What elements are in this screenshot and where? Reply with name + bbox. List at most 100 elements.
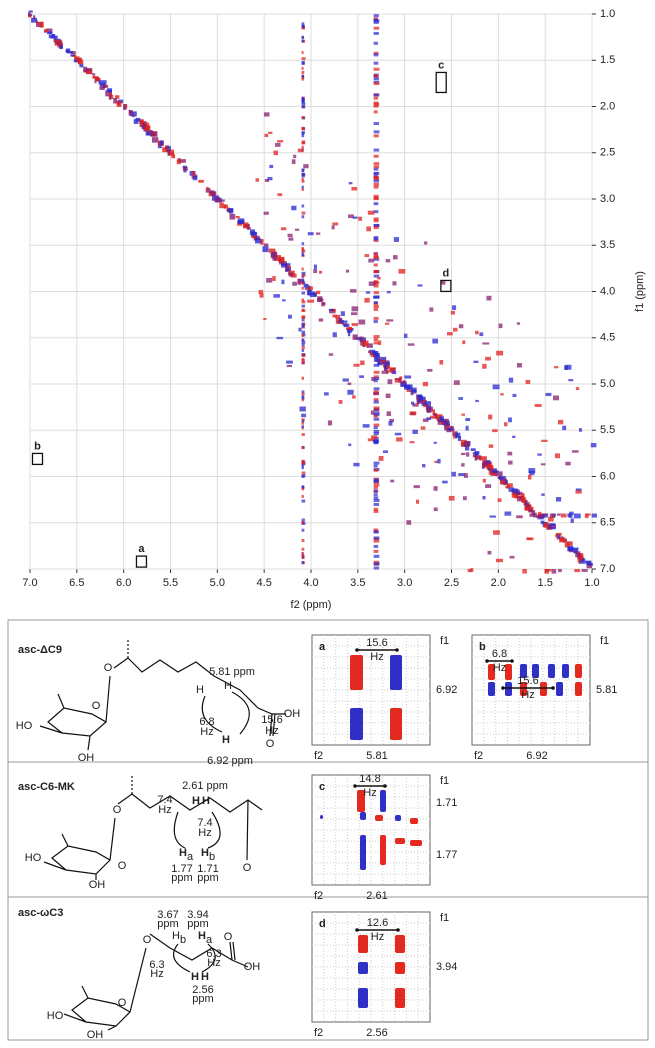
- structure-label: OH: [244, 961, 261, 973]
- diagonal-peak: [548, 523, 556, 527]
- cross-peak: [259, 293, 264, 298]
- diagonal-peak: [255, 235, 260, 240]
- cross-peak: [451, 471, 456, 477]
- diagonal-peak: [464, 445, 470, 451]
- diagonal-peak: [585, 560, 592, 564]
- cross-peak: [368, 281, 376, 286]
- cross-peak: [542, 513, 549, 516]
- diagonal-peak: [505, 485, 510, 489]
- solvent-stripe: [373, 398, 379, 402]
- cross-peak: [422, 418, 429, 422]
- cross-peak: [565, 461, 571, 466]
- diagonal-peak: [455, 434, 458, 439]
- cross-peak: [445, 418, 450, 423]
- bond: [39, 657, 286, 751]
- cross-peak: [487, 550, 492, 555]
- diagonal-peak: [480, 456, 487, 461]
- peak-blob: [395, 838, 405, 844]
- solvent-stripe: [373, 236, 379, 240]
- bar-end: [485, 659, 489, 663]
- solvent-stripe: [373, 539, 380, 543]
- structure-label: H: [196, 684, 204, 696]
- solvent-stripe: [301, 499, 306, 503]
- region-box: [435, 71, 447, 94]
- structure-label: OH: [87, 1029, 104, 1041]
- peak-blob: [395, 962, 405, 974]
- diagonal-peak: [586, 563, 592, 569]
- cross-peak: [280, 227, 287, 231]
- cross-peak: [277, 140, 284, 143]
- solvent-stripe: [301, 390, 305, 394]
- solvent-stripe: [373, 284, 379, 288]
- cross-peak: [485, 356, 492, 361]
- cross-peak: [263, 211, 269, 215]
- diagonal-peak: [511, 492, 517, 498]
- structure-label: Hz: [207, 957, 220, 969]
- solvent-stripe: [373, 185, 379, 189]
- solvent-stripe: [373, 67, 380, 71]
- cross-peak: [465, 418, 471, 422]
- solvent-stripe: [373, 411, 380, 415]
- cross-peak: [464, 473, 468, 478]
- solvent-stripe: [373, 31, 379, 35]
- solvent-stripe: [301, 187, 304, 191]
- solvent-stripe: [301, 291, 306, 295]
- solvent-stripe: [373, 483, 380, 487]
- cross-peak: [352, 395, 356, 399]
- diagonal-peak: [463, 441, 470, 447]
- cross-peak: [332, 332, 337, 338]
- region-box: [440, 279, 452, 293]
- cross-peak: [448, 495, 455, 501]
- diagonal-peak: [44, 28, 48, 32]
- cross-peak: [277, 193, 283, 197]
- x-tick-label: 2.5: [444, 577, 459, 589]
- cross-peak: [404, 385, 411, 390]
- bar-end: [551, 686, 555, 690]
- structure-label: 1.71: [197, 863, 218, 875]
- diagonal-peak: [338, 317, 342, 324]
- diagonal-peak: [586, 561, 592, 566]
- cross-peak: [461, 413, 465, 416]
- cross-peak: [552, 395, 559, 401]
- structure-label: 7.4: [197, 817, 212, 829]
- solvent-stripe: [301, 348, 305, 352]
- cross-peak: [554, 366, 559, 369]
- solvent-stripe: [373, 390, 379, 394]
- solvent-stripe: [373, 291, 380, 295]
- solvent-stripe: [373, 96, 379, 100]
- diagonal-peak: [488, 468, 495, 475]
- diagonal-peak: [192, 176, 198, 181]
- solvent-stripe: [373, 351, 379, 355]
- y-tick-label: 5.0: [600, 378, 615, 390]
- diagonal-peak: [151, 137, 159, 143]
- peak-blob: [350, 655, 363, 690]
- inset-y-tick: 6.92: [436, 684, 457, 696]
- solvent-stripe: [301, 174, 305, 178]
- diagonal-peak: [85, 68, 92, 72]
- cross-peak: [516, 322, 520, 325]
- diagonal-peak: [116, 101, 122, 107]
- solvent-stripe: [373, 338, 379, 342]
- peak-blob: [375, 815, 383, 821]
- structure-label: b: [209, 851, 215, 863]
- structure-label: H: [192, 795, 200, 807]
- solvent-stripe: [301, 353, 306, 357]
- diagonal-peak: [108, 94, 112, 100]
- solvent-stripe: [301, 96, 304, 100]
- cross-peak: [392, 255, 398, 260]
- x-tick-label: 5.5: [163, 577, 178, 589]
- solvent-stripe: [373, 560, 380, 564]
- solvent-stripe: [301, 145, 304, 149]
- cross-peak: [541, 493, 545, 496]
- cross-peak: [381, 370, 389, 374]
- solvent-stripe: [373, 196, 378, 200]
- cross-peak: [286, 360, 293, 364]
- cross-peak: [560, 513, 567, 518]
- diagonal-peak: [95, 76, 99, 82]
- compound-name: asc-C6-MK: [18, 781, 75, 793]
- solvent-stripe: [301, 177, 304, 181]
- solvent-stripe: [301, 271, 306, 275]
- cross-peak: [466, 452, 470, 457]
- solvent-stripe: [373, 307, 379, 311]
- diagonal-peak: [460, 439, 467, 446]
